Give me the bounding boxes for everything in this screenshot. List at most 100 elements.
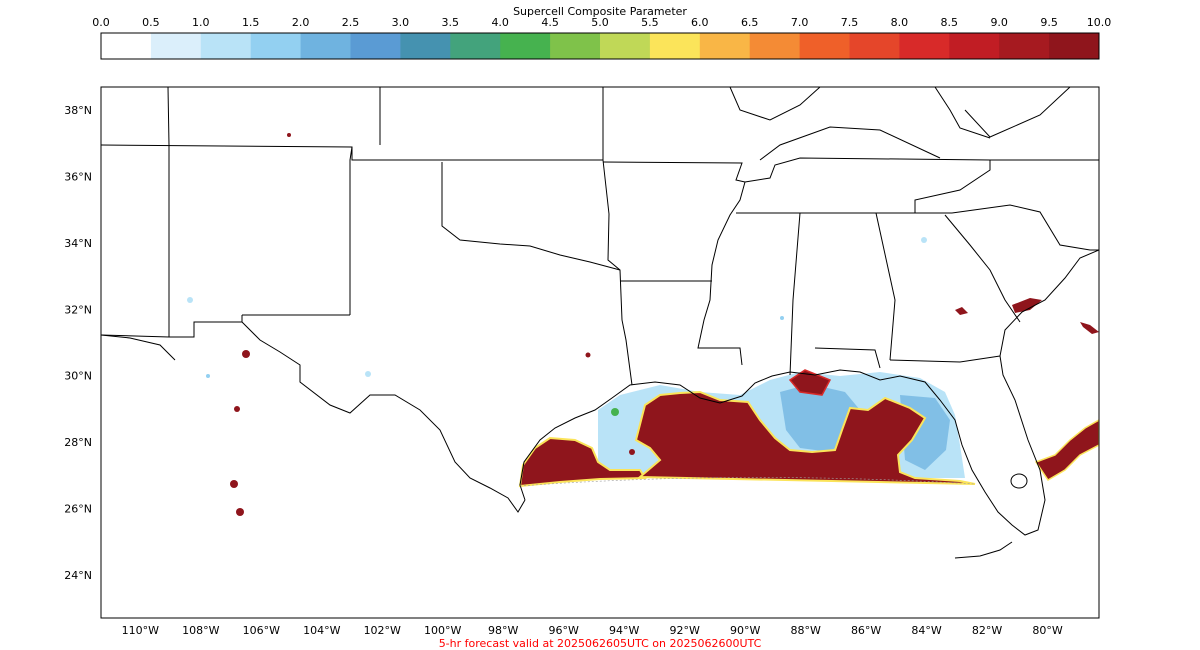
border-al-ga (875, 212, 896, 361)
florida-keys (954, 541, 1013, 559)
model-domain-edge (519, 477, 976, 487)
scp-field-high-atlantic-north (1012, 298, 1042, 313)
latitude-label: 30°N (64, 370, 92, 383)
colorbar-tick-label: 0.5 (142, 16, 160, 29)
scp-field-cell (242, 350, 250, 358)
colorbar-swatch (849, 33, 900, 59)
longitude-label: 94°W (609, 624, 639, 637)
scp-field-cell (236, 508, 244, 516)
longitude-label: 82°W (972, 624, 1002, 637)
colorbar-tick-label: 6.0 (691, 16, 709, 29)
longitude-label: 80°W (1032, 624, 1062, 637)
border-tn-north (744, 157, 1099, 183)
scp-field-cell (230, 480, 238, 488)
border-ky-north (729, 87, 821, 121)
colorbar-swatch (699, 33, 751, 59)
latitude-label: 34°N (64, 237, 92, 250)
map-panel: 38°N 36°N 34°N 32°N 30°N 28°N 26°N 24°N 110°W 10… (64, 86, 1100, 637)
state-borders (101, 87, 1099, 386)
colorbar-tick-label: 0.0 (92, 16, 110, 29)
colorbar-swatch (550, 33, 601, 59)
scp-field-cell-low (611, 408, 619, 416)
colorbar-swatch (101, 33, 152, 59)
latitude-labels: 38°N 36°N 34°N 32°N 30°N 28°N 26°N 24°N (64, 104, 92, 582)
border-mississippi-river (697, 181, 746, 366)
longitude-label: 102°W (364, 624, 401, 637)
colorbar-swatch (999, 33, 1050, 59)
border-wv-va (934, 87, 991, 139)
longitude-label: 104°W (303, 624, 340, 637)
lake-okeechobee (1010, 473, 1028, 489)
border-az-mx (101, 334, 170, 338)
scp-field-high-central (634, 390, 976, 485)
latitude-label: 26°N (64, 502, 92, 515)
scp-field-cell-low (780, 316, 784, 320)
border-ky-tn (759, 126, 941, 161)
scp-field-high-west (518, 436, 647, 488)
longitude-label: 98°W (488, 624, 518, 637)
longitude-labels: 110°W 108°W 106°W 104°W 102°W 100°W 98°W 96°W 94… (122, 624, 1063, 637)
colorbar-tick-label: 9.0 (990, 16, 1008, 29)
mexico-west-outline (101, 334, 176, 361)
colorbar-swatch (200, 33, 252, 59)
longitude-label: 108°W (182, 624, 219, 637)
longitude-label: 90°W (730, 624, 760, 637)
scp-field-cell (234, 406, 240, 412)
scp-field-high-atlantic-south (1034, 419, 1099, 482)
longitude-label: 100°W (424, 624, 461, 637)
scp-field-high-sc-inland (955, 307, 968, 315)
colorbar-tick-label: 8.0 (891, 16, 909, 29)
colorbar-swatch (250, 33, 302, 59)
longitude-label: 110°W (122, 624, 159, 637)
border-al-fl (814, 347, 881, 369)
scp-field-high-atlantic-east (1080, 322, 1099, 334)
colorbar-tick-label: 7.0 (791, 16, 809, 29)
longitude-label: 84°W (911, 624, 941, 637)
map-frame (100, 86, 1100, 619)
colorbar-tick-label: 5.0 (591, 16, 609, 29)
colorbar-tick-label: 3.0 (392, 16, 410, 29)
colorbar-swatch (899, 33, 950, 59)
scp-field-cell-low (921, 237, 927, 243)
scp-field-high-north (788, 369, 832, 396)
colorbar-tick-label: 6.5 (741, 16, 759, 29)
border-ut-az (167, 87, 170, 146)
border-ga-sc (944, 214, 1021, 323)
border-oh-pa (964, 87, 1071, 138)
longitude-label: 106°W (243, 624, 280, 637)
scp-field-cell-low (187, 297, 193, 303)
latitude-label: 32°N (64, 303, 92, 316)
colorbar-tick-label: 5.5 (641, 16, 659, 29)
colorbar-tick-labels: 0.0 0.5 1.0 1.5 2.0 2.5 3.0 3.5 4.0 4.5 5.0 5.5 6.0 6… (92, 16, 1111, 29)
colorbar-swatch (350, 33, 401, 59)
colorbar-swatch (799, 33, 850, 59)
border-mx-nm (169, 315, 243, 338)
colorbar-swatch (749, 33, 801, 59)
rio-grande-border (241, 321, 526, 513)
longitude-label: 88°W (790, 624, 820, 637)
border-ga-fl (889, 355, 1001, 363)
colorbar-tick-label: 9.5 (1040, 16, 1058, 29)
colorbar-tick-label: 2.5 (342, 16, 360, 29)
longitude-label: 92°W (669, 624, 699, 637)
border-mo-ar (602, 161, 746, 183)
colorbar-frame (100, 32, 1100, 60)
colorbar-swatch (300, 33, 351, 59)
colorbar-swatch (949, 33, 1000, 59)
latitude-label: 24°N (64, 569, 92, 582)
border-ok-tx (441, 162, 621, 271)
colorbar-swatches (101, 33, 1100, 59)
longitude-label: 96°W (549, 624, 579, 637)
gulf-coastline (519, 249, 1099, 536)
latitude-label: 38°N (64, 104, 92, 117)
colorbar-tick-label: 8.5 (941, 16, 959, 29)
colorbar-swatch (500, 33, 551, 59)
scp-field-cell (287, 133, 291, 137)
scp-field-cell-low (365, 371, 371, 377)
colorbar-tick-label: 4.0 (491, 16, 509, 29)
colorbar-swatch (400, 33, 451, 59)
border-ms-al (789, 212, 801, 376)
colorbar-tick-label: 3.5 (442, 16, 460, 29)
scp-field (187, 133, 1099, 516)
